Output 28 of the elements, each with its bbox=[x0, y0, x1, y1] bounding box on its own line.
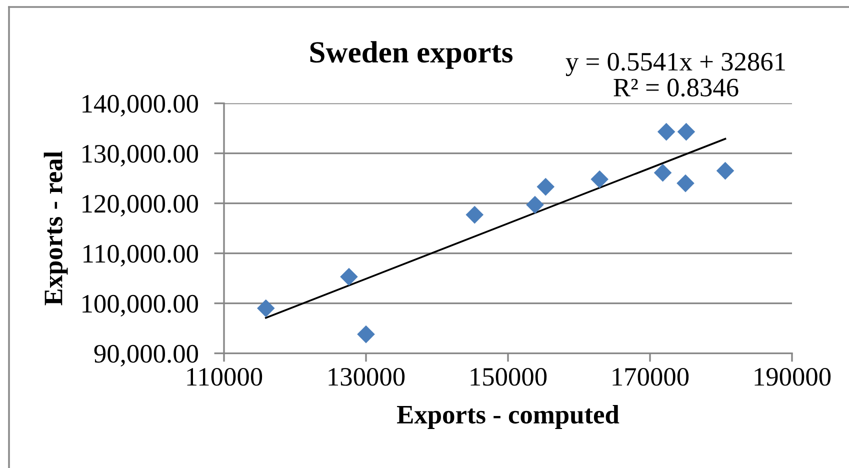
point bbox=[256, 299, 275, 318]
y-tick-label: 130,000.00 bbox=[82, 144, 198, 167]
chart-title: Sweden exports bbox=[310, 41, 513, 69]
point bbox=[676, 174, 694, 192]
point bbox=[677, 122, 696, 141]
point bbox=[657, 122, 676, 141]
x-axis-title: Exports - computed bbox=[397, 405, 620, 429]
x-tick-label: 130000 bbox=[328, 368, 405, 386]
y-tick-label: 90,000.00 bbox=[94, 344, 198, 367]
point bbox=[536, 178, 555, 196]
x-tick-label: 190000 bbox=[754, 368, 831, 386]
text: y = 0.5541x + 32861 bbox=[566, 52, 785, 76]
x-tick-label: 170000 bbox=[612, 368, 689, 386]
y-axis-title: Exports - real bbox=[44, 151, 68, 306]
point bbox=[716, 162, 734, 180]
point bbox=[466, 206, 484, 224]
point bbox=[526, 196, 544, 214]
text: R² = 0.8346 bbox=[614, 78, 738, 97]
point bbox=[340, 268, 358, 286]
y-tick-label: 140,000.00 bbox=[82, 94, 198, 117]
y-tick-label: 110,000.00 bbox=[84, 244, 198, 267]
y-tick-label: 100,000.00 bbox=[82, 294, 198, 317]
point bbox=[590, 170, 608, 188]
y-tick-label: 120,000.00 bbox=[82, 194, 198, 217]
x-tick-label: 150000 bbox=[470, 368, 547, 386]
x-tick-label: 110000 bbox=[187, 368, 262, 386]
point bbox=[357, 325, 375, 344]
point bbox=[654, 164, 672, 182]
